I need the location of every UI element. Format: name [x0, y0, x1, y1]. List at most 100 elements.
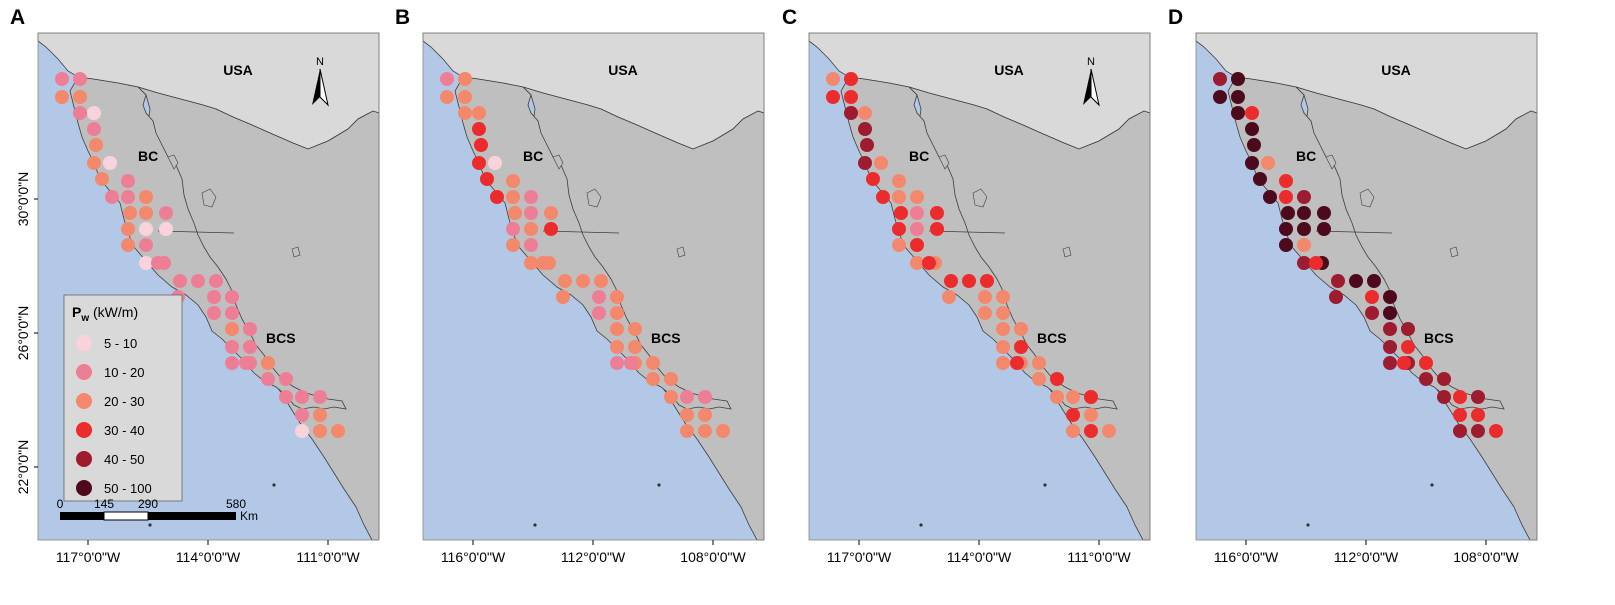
legend-label: 5 - 10: [104, 336, 137, 351]
data-point: [858, 156, 872, 170]
data-point: [121, 174, 135, 188]
data-point: [1401, 340, 1415, 354]
data-point: [628, 340, 642, 354]
data-point: [1213, 90, 1227, 104]
data-point: [1084, 424, 1098, 438]
data-point: [826, 90, 840, 104]
island-3: [1062, 246, 1072, 258]
north-label: N: [316, 56, 324, 68]
data-point: [1297, 256, 1311, 270]
x-tick-label: 112°0'0"W: [1334, 549, 1399, 565]
data-point: [1489, 424, 1503, 438]
data-point: [55, 72, 69, 86]
data-point: [646, 356, 660, 370]
island-2: [552, 154, 564, 170]
data-point: [996, 356, 1010, 370]
data-point: [508, 206, 522, 220]
data-point: [1279, 190, 1293, 204]
x-tick-label: 108°0'0"W: [1453, 549, 1519, 565]
island-2: [1325, 154, 1337, 170]
map-panel-a: A USA BC BCS N 30°0'0"N 26°0'0"N 22°0'0"N 117°0'…: [10, 6, 380, 565]
legend-label: 50 - 100: [104, 481, 152, 496]
data-point: [1066, 424, 1080, 438]
data-point: [978, 306, 992, 320]
data-point: [944, 274, 958, 288]
data-point: [243, 322, 257, 336]
data-point: [1084, 408, 1098, 422]
islet-2: [1306, 523, 1310, 527]
data-point: [313, 424, 327, 438]
data-point: [874, 156, 888, 170]
data-point: [866, 172, 880, 186]
data-point: [524, 256, 538, 270]
x-tick-label: 116°0'0"W: [1214, 549, 1279, 565]
data-point: [313, 408, 327, 422]
data-point: [1014, 322, 1028, 336]
data-point: [910, 206, 924, 220]
data-point: [139, 238, 153, 252]
data-point: [876, 190, 890, 204]
x-tick-label: 117°0'0"W: [56, 549, 121, 565]
data-point: [680, 424, 694, 438]
island-2: [167, 154, 179, 170]
data-point: [1297, 206, 1311, 220]
data-point: [73, 72, 87, 86]
data-point: [159, 206, 173, 220]
data-point: [860, 138, 874, 152]
data-point: [1263, 190, 1277, 204]
legend-swatch: [76, 393, 92, 409]
data-point: [1365, 306, 1379, 320]
data-point: [930, 222, 944, 236]
data-point: [1349, 274, 1363, 288]
scale-tick-label: 145: [94, 497, 114, 511]
data-point: [1010, 356, 1024, 370]
data-point: [225, 306, 239, 320]
data-point: [506, 174, 520, 188]
data-point: [243, 340, 257, 354]
data-point: [295, 390, 309, 404]
data-point: [103, 156, 117, 170]
data-point: [207, 290, 221, 304]
data-point: [191, 274, 205, 288]
data-point: [536, 256, 550, 270]
data-point: [73, 106, 87, 120]
data-point: [123, 206, 137, 220]
x-tick-label: 111°0'0"W: [296, 549, 360, 565]
data-point: [942, 290, 956, 304]
data-point: [1279, 222, 1293, 236]
data-point: [1331, 274, 1345, 288]
data-point: [1066, 390, 1080, 404]
data-point: [1397, 356, 1411, 370]
data-point: [1084, 390, 1098, 404]
data-point: [488, 156, 502, 170]
data-point: [279, 372, 293, 386]
data-point: [716, 424, 730, 438]
islet-1: [1043, 483, 1047, 487]
data-point: [490, 190, 504, 204]
data-point: [225, 290, 239, 304]
data-point: [55, 90, 69, 104]
data-point: [1279, 238, 1293, 252]
data-point: [826, 72, 840, 86]
data-point: [1453, 408, 1467, 422]
data-point: [472, 156, 486, 170]
legend-swatch: [76, 335, 92, 351]
x-tick-label: 114°0'0"W: [176, 549, 241, 565]
data-point: [89, 138, 103, 152]
data-point: [844, 72, 858, 86]
legend-label: 20 - 30: [104, 394, 144, 409]
data-point: [1317, 206, 1331, 220]
data-point: [524, 206, 538, 220]
data-point: [1383, 356, 1397, 370]
islet-2: [148, 523, 152, 527]
data-point: [844, 106, 858, 120]
island-3: [291, 246, 301, 258]
north-arrow-icon: N: [1083, 56, 1100, 107]
islet-1: [657, 483, 661, 487]
data-point: [139, 256, 153, 270]
data-point: [610, 290, 624, 304]
region-label-bcs: BCS: [1037, 330, 1067, 346]
data-point: [1297, 238, 1311, 252]
